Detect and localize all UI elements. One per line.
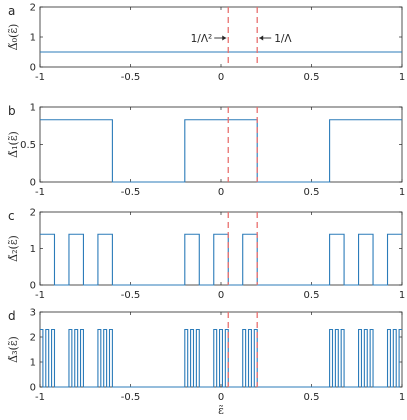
y-axis-label: Δ̃₀(ε̃): [7, 24, 20, 51]
panel-label: c: [8, 209, 15, 223]
x-axis-label: ε̃: [218, 404, 224, 417]
y-tick-label: 2: [30, 333, 36, 344]
x-tick-label: 0: [218, 187, 224, 198]
y-tick-label: 1: [30, 33, 36, 44]
x-tick-label: -1: [35, 72, 45, 83]
x-tick-label: -1: [35, 187, 45, 198]
axes-frame: [39, 211, 403, 286]
panel-b: -1 -0.5 0 0.5 1 0 0.5 1 Δ̃₁(ε̃) b: [7, 103, 405, 199]
annotation-arrowhead: [259, 35, 264, 41]
panel-a: -1 -0.5 0 0.5 1 0 1 2 Δ̃₀(ε̃) a 1/Λ² 1/Λ: [7, 3, 405, 84]
y-tick-label: 1: [30, 244, 36, 255]
y-tick-label: 2: [30, 3, 36, 14]
x-tick-label: 1: [399, 187, 405, 198]
panel-c: -1 -0.5 0 0.5 1 0 1 2 Δ̃₂(ε̃) c: [7, 208, 405, 302]
y-axis-label: Δ̃₁(ε̃): [7, 131, 20, 158]
x-tick-label: 0: [218, 392, 224, 403]
x-tick-label: 0.5: [304, 290, 320, 301]
y-tick-label: 1: [30, 103, 36, 114]
y-axis-label: Δ̃₂(ε̃): [7, 235, 20, 262]
annotation-arrowhead: [222, 35, 227, 41]
y-tick-label: 0: [30, 63, 36, 74]
x-tick-label: -0.5: [121, 392, 141, 403]
y-tick-label: 0: [30, 383, 36, 394]
series-line: [40, 119, 402, 183]
axes-frame: [39, 106, 403, 183]
x-tick-label: 1: [399, 392, 405, 403]
x-tick-label: 0.5: [304, 72, 320, 83]
annotation-label: 1/Λ: [274, 33, 292, 45]
y-tick-label: 2: [30, 208, 36, 219]
y-tick-label: 1: [30, 358, 36, 369]
x-tick-label: 1: [399, 290, 405, 301]
panel-d: -1 -0.5 0 0.5 1 0 1 2 3 Δ̃₃(ε̃) d ε̃: [7, 308, 405, 418]
x-tick-label: 0.5: [304, 392, 320, 403]
panel-label: a: [8, 4, 15, 18]
y-tick-label: 0.5: [20, 140, 36, 151]
x-tick-label: 1: [399, 72, 405, 83]
x-tick-label: -0.5: [121, 72, 141, 83]
y-tick-label: 0: [30, 178, 36, 189]
x-tick-label: -1: [35, 392, 45, 403]
annotation-label: 1/Λ²: [191, 33, 213, 45]
y-tick-label: 0: [30, 281, 36, 292]
x-tick-label: 0: [218, 72, 224, 83]
x-tick-label: -1: [35, 290, 45, 301]
y-axis-label: Δ̃₃(ε̃): [7, 336, 20, 363]
x-tick-label: -0.5: [121, 187, 141, 198]
series-line: [40, 328, 402, 388]
panel-label: d: [8, 309, 16, 323]
panel-label: b: [8, 104, 16, 118]
x-tick-label: 0.5: [304, 187, 320, 198]
axes-frame: [39, 311, 403, 388]
y-tick-label: 3: [30, 308, 36, 319]
x-tick-label: -0.5: [121, 290, 141, 301]
axes-frame: [39, 6, 403, 68]
x-tick-label: 0: [218, 290, 224, 301]
series-line: [40, 233, 402, 286]
